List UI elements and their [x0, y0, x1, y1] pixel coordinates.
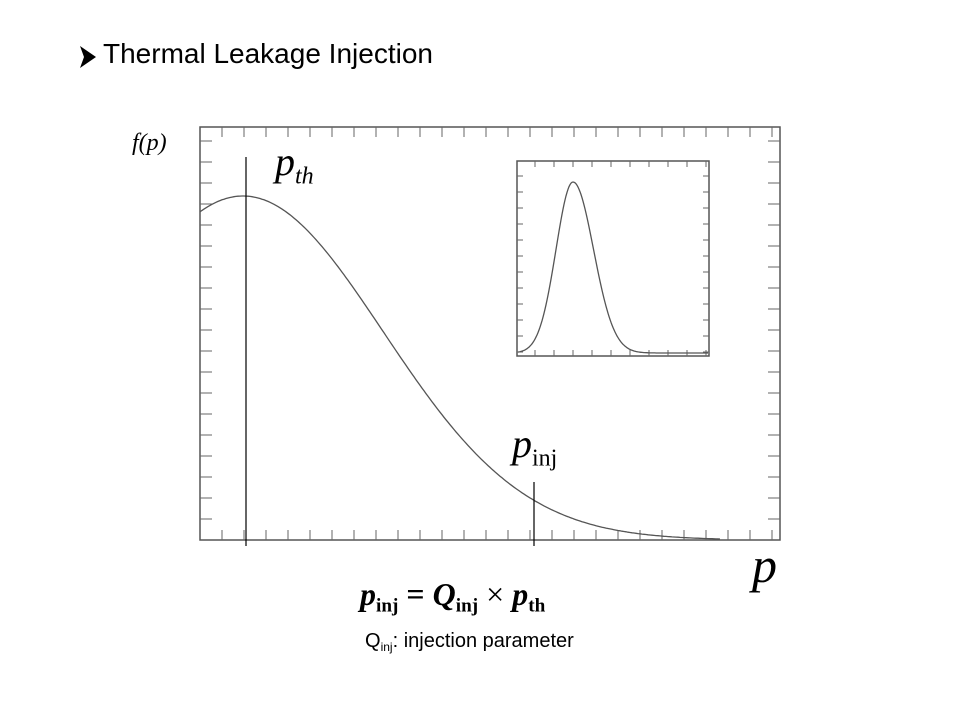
inset-frame — [516, 160, 710, 357]
caption-sub: inj — [380, 640, 393, 655]
distribution-curve — [199, 195, 721, 540]
caption-q: Q — [365, 630, 381, 652]
plot-frame — [199, 126, 781, 541]
slide-title: Thermal Leakage Injection — [103, 38, 433, 70]
p-inj-sub: inj — [532, 445, 558, 472]
bullet-arrow — [80, 46, 96, 68]
x-label: p — [752, 536, 777, 594]
p-th-label: pth — [275, 138, 314, 188]
p-inj-base: p — [512, 421, 532, 466]
formula-q-sub: inj — [455, 595, 479, 617]
caption: Qinj: injection parameter — [365, 630, 574, 653]
formula: pinj = Qinj × pth — [360, 576, 545, 616]
title-text: Thermal Leakage Injection — [103, 38, 433, 69]
y-label: f(p) — [132, 130, 167, 157]
formula-pth-sub: th — [528, 595, 546, 617]
formula-p: p — [360, 576, 376, 612]
formula-pth: p — [512, 576, 529, 612]
p-th-sub: th — [295, 163, 314, 190]
formula-equals: = — [406, 576, 425, 612]
p-inj-label: pinj — [512, 420, 557, 470]
y-label-text: f(p) — [132, 130, 167, 156]
p-th-base: p — [275, 139, 295, 184]
caption-text: : injection parameter — [392, 630, 574, 652]
formula-times: × — [486, 576, 505, 612]
inset-curve — [517, 181, 708, 354]
formula-p-sub: inj — [376, 595, 399, 617]
formula-q: Q — [432, 576, 456, 612]
x-label-text: p — [752, 537, 777, 593]
frame-ticks — [200, 127, 780, 540]
